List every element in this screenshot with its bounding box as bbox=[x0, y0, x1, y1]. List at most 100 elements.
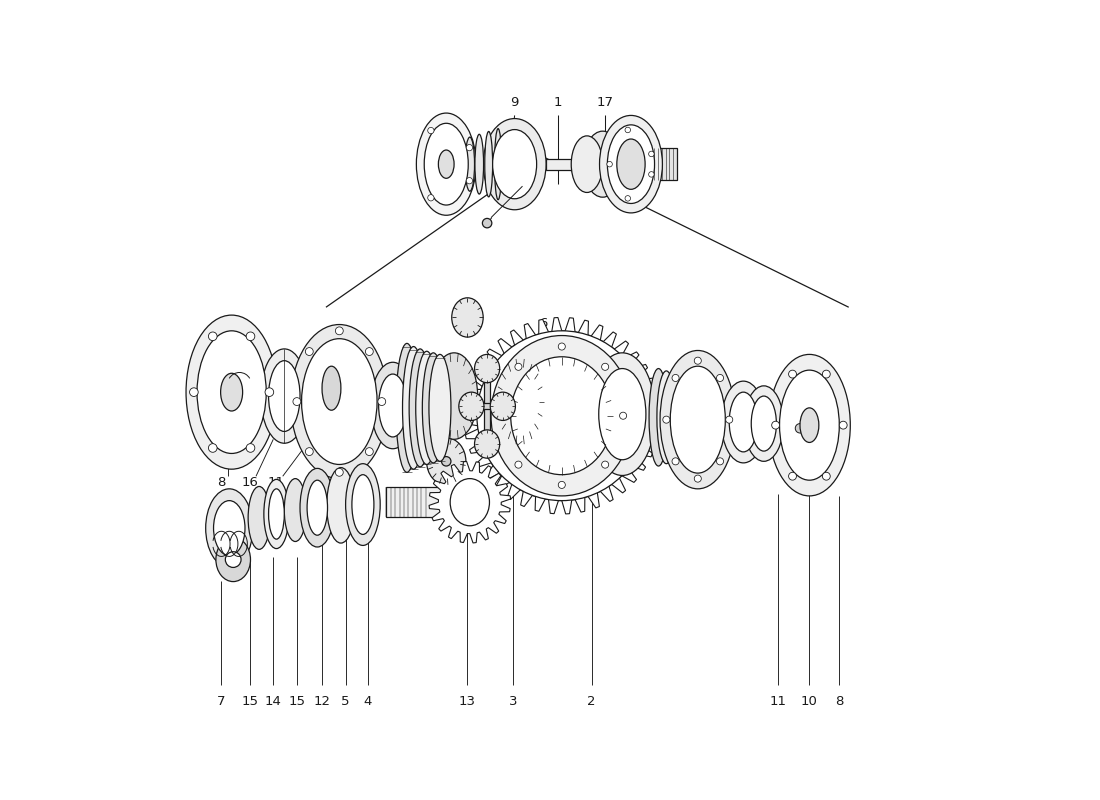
Ellipse shape bbox=[496, 358, 543, 445]
Ellipse shape bbox=[672, 376, 692, 459]
Circle shape bbox=[559, 343, 565, 350]
Text: 4: 4 bbox=[363, 694, 372, 708]
Ellipse shape bbox=[510, 357, 613, 474]
Ellipse shape bbox=[751, 396, 777, 451]
Ellipse shape bbox=[474, 354, 499, 382]
Circle shape bbox=[625, 127, 630, 133]
Bar bbox=[653, 149, 678, 180]
Ellipse shape bbox=[769, 354, 850, 496]
Circle shape bbox=[726, 416, 733, 423]
Ellipse shape bbox=[417, 113, 476, 215]
Ellipse shape bbox=[327, 468, 355, 543]
Ellipse shape bbox=[607, 125, 654, 203]
Ellipse shape bbox=[491, 335, 632, 496]
Ellipse shape bbox=[493, 130, 537, 198]
Circle shape bbox=[306, 448, 313, 455]
Circle shape bbox=[293, 398, 300, 406]
Text: 3: 3 bbox=[509, 694, 517, 708]
Circle shape bbox=[694, 357, 702, 364]
Circle shape bbox=[602, 461, 608, 468]
Ellipse shape bbox=[660, 350, 736, 489]
Ellipse shape bbox=[491, 392, 516, 421]
Circle shape bbox=[823, 472, 830, 480]
Text: 17: 17 bbox=[596, 96, 614, 109]
Circle shape bbox=[789, 370, 796, 378]
Circle shape bbox=[428, 194, 435, 201]
Text: 8: 8 bbox=[835, 694, 844, 708]
Polygon shape bbox=[463, 318, 660, 514]
Circle shape bbox=[772, 422, 780, 429]
Circle shape bbox=[716, 374, 724, 382]
Ellipse shape bbox=[261, 349, 308, 443]
Ellipse shape bbox=[416, 351, 438, 465]
Circle shape bbox=[795, 423, 805, 433]
Ellipse shape bbox=[371, 362, 415, 449]
Text: 13: 13 bbox=[459, 694, 476, 708]
Ellipse shape bbox=[450, 478, 490, 526]
Ellipse shape bbox=[352, 474, 374, 534]
Circle shape bbox=[515, 461, 522, 468]
Ellipse shape bbox=[284, 478, 306, 542]
Ellipse shape bbox=[729, 392, 758, 452]
Circle shape bbox=[672, 458, 679, 465]
Circle shape bbox=[246, 332, 255, 341]
Circle shape bbox=[336, 327, 343, 334]
Ellipse shape bbox=[249, 486, 271, 550]
Text: 8: 8 bbox=[217, 476, 226, 489]
Ellipse shape bbox=[745, 386, 783, 462]
Ellipse shape bbox=[571, 136, 603, 193]
Text: 15: 15 bbox=[241, 694, 258, 708]
Bar bbox=[484, 359, 491, 454]
Ellipse shape bbox=[483, 118, 546, 210]
Ellipse shape bbox=[300, 468, 334, 547]
Circle shape bbox=[649, 172, 654, 177]
Text: 15: 15 bbox=[288, 694, 306, 708]
Ellipse shape bbox=[657, 371, 675, 464]
Circle shape bbox=[716, 458, 724, 465]
Ellipse shape bbox=[307, 480, 328, 535]
Ellipse shape bbox=[206, 489, 253, 567]
Circle shape bbox=[602, 363, 608, 370]
Text: 2: 2 bbox=[587, 694, 596, 708]
Circle shape bbox=[789, 472, 796, 480]
Ellipse shape bbox=[378, 374, 407, 437]
Circle shape bbox=[839, 422, 847, 429]
Ellipse shape bbox=[403, 346, 425, 469]
Ellipse shape bbox=[268, 489, 284, 539]
Text: 5: 5 bbox=[341, 694, 350, 708]
Circle shape bbox=[208, 444, 217, 452]
Ellipse shape bbox=[590, 353, 656, 475]
Circle shape bbox=[607, 162, 613, 167]
Ellipse shape bbox=[617, 139, 645, 190]
Text: 9: 9 bbox=[510, 96, 519, 109]
Text: 7: 7 bbox=[217, 694, 226, 708]
Text: 16: 16 bbox=[241, 476, 258, 489]
Circle shape bbox=[365, 348, 373, 355]
Ellipse shape bbox=[322, 366, 341, 410]
Ellipse shape bbox=[197, 331, 266, 454]
Ellipse shape bbox=[600, 115, 662, 213]
Ellipse shape bbox=[780, 370, 839, 480]
Circle shape bbox=[497, 412, 504, 419]
Circle shape bbox=[483, 218, 492, 228]
Circle shape bbox=[559, 482, 565, 489]
Ellipse shape bbox=[186, 315, 277, 469]
Ellipse shape bbox=[213, 501, 245, 556]
Text: 11: 11 bbox=[770, 694, 786, 708]
Ellipse shape bbox=[459, 392, 484, 421]
Circle shape bbox=[441, 457, 451, 466]
Ellipse shape bbox=[216, 538, 251, 582]
Circle shape bbox=[672, 374, 679, 382]
Circle shape bbox=[265, 388, 274, 397]
Ellipse shape bbox=[664, 374, 683, 462]
Bar bbox=[468, 403, 507, 410]
Ellipse shape bbox=[800, 408, 818, 442]
Ellipse shape bbox=[495, 129, 502, 200]
Ellipse shape bbox=[583, 131, 623, 197]
Ellipse shape bbox=[439, 150, 454, 178]
Ellipse shape bbox=[598, 369, 646, 460]
Circle shape bbox=[466, 178, 473, 184]
Text: 1: 1 bbox=[553, 96, 562, 109]
Ellipse shape bbox=[452, 298, 483, 337]
Text: 12: 12 bbox=[314, 694, 330, 708]
